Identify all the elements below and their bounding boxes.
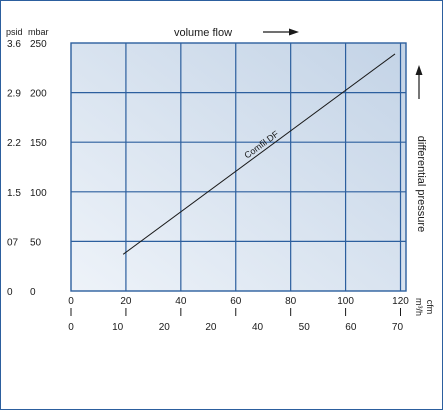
y2-tick-label: 1.5 — [7, 188, 21, 199]
x2-tick-label: 40 — [252, 322, 264, 333]
series-line — [122, 53, 396, 255]
grid — [71, 43, 406, 291]
x-tick-label: 100 — [337, 296, 354, 307]
y2-tick-label: 0 — [7, 287, 13, 298]
x-tick-label: 120 — [392, 296, 409, 307]
y2-unit-label: psid — [6, 27, 23, 37]
chart-title: volume flow — [174, 27, 232, 39]
y-tick-label: 100 — [30, 188, 47, 199]
x2-tick-label: 50 — [299, 322, 311, 333]
x2-tick-label: 20 — [205, 322, 217, 333]
y2-tick-label: 3.6 — [7, 39, 21, 50]
x2-tick-label: 60 — [345, 322, 357, 333]
plot-frame — [70, 42, 407, 292]
x2-tick-label: 10 — [112, 322, 124, 333]
y-axis-arrow — [415, 65, 423, 99]
tick-marks — [70, 308, 402, 316]
y2-tick-label: 2.9 — [7, 89, 21, 100]
x-unit-label: m³/h — [414, 298, 424, 316]
y-axis-label: differential pressure — [415, 136, 427, 232]
y-tick-label: 50 — [30, 237, 42, 248]
x-tick-label: 20 — [120, 296, 132, 307]
y-tick-label: 250 — [30, 39, 47, 50]
x-tick-label: 0 — [68, 296, 74, 307]
y2-tick-label: 2.2 — [7, 138, 21, 149]
x2-tick-label: 70 — [392, 322, 404, 333]
y2-tick-label: 07 — [7, 237, 19, 248]
x-tick-label: 60 — [230, 296, 242, 307]
x2-tick-label: 0 — [68, 322, 74, 333]
x2-unit-label: cfm — [425, 300, 435, 315]
x-tick-label: 80 — [285, 296, 297, 307]
title-arrow — [263, 28, 299, 36]
x2-tick-label: 20 — [159, 322, 171, 333]
y-unit-label: mbar — [28, 27, 49, 37]
y-tick-label: 0 — [30, 287, 36, 298]
plot-area — [71, 43, 406, 291]
x-tick-label: 40 — [175, 296, 187, 307]
y-tick-label: 150 — [30, 138, 47, 149]
y-tick-label: 200 — [30, 89, 47, 100]
